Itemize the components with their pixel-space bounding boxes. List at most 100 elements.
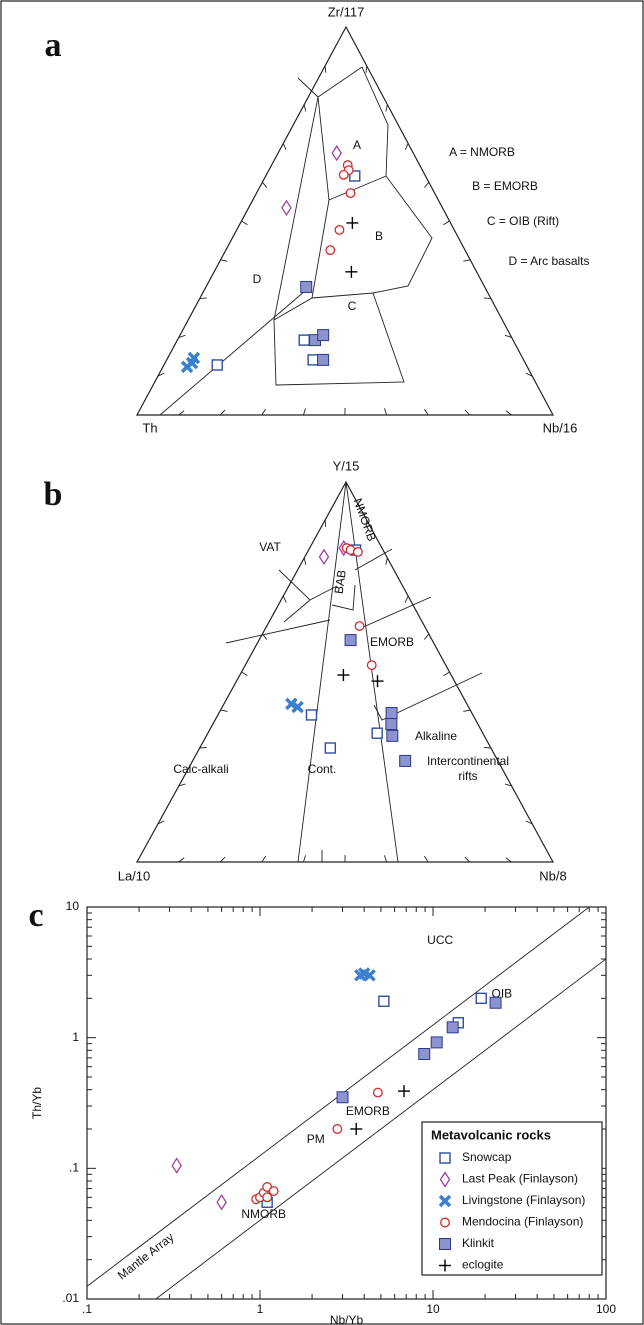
- square: [378, 995, 390, 1007]
- apex-label: Th: [142, 420, 157, 435]
- annotation: B = EMORB: [472, 179, 538, 193]
- x-tick-label: 1: [257, 1302, 264, 1316]
- marker-diamond: [439, 1171, 451, 1188]
- y-tick-label: .01: [62, 1291, 79, 1305]
- marker-diamond: [318, 548, 330, 566]
- edge-tick: [302, 855, 307, 863]
- edge-tick: [525, 820, 533, 825]
- legend-box: [421, 1121, 603, 1276]
- edge-tick: [157, 372, 165, 377]
- marker-x: [438, 1194, 452, 1208]
- field-label: Cont.: [308, 762, 337, 776]
- circle: [334, 224, 345, 235]
- field-label: A: [353, 138, 361, 152]
- edge-tick: [504, 783, 512, 787]
- marker-plus: [345, 265, 358, 278]
- square: [385, 718, 398, 731]
- circle: [325, 245, 336, 256]
- apex-label: La/10: [118, 868, 151, 883]
- marker-plus: [350, 1122, 363, 1135]
- field-label: BAB: [332, 569, 349, 595]
- field-label: B: [375, 229, 383, 243]
- marker-filled-square: [386, 729, 399, 742]
- legend-label: Klinkit: [462, 1236, 495, 1250]
- marker-plus: [337, 669, 350, 682]
- circle: [345, 188, 356, 199]
- marker-filled-square: [385, 718, 398, 731]
- mantle-array-line: [155, 958, 606, 1299]
- edge-tick: [199, 746, 207, 749]
- square: [399, 754, 412, 767]
- x-tick-label: 100: [596, 1302, 616, 1316]
- apex-label: Nb/16: [543, 420, 578, 435]
- edge-tick: [443, 671, 450, 677]
- marker-filled-square: [317, 329, 330, 342]
- marker-circle: [268, 1186, 279, 1197]
- square: [324, 742, 337, 754]
- field-boundaries-b: [225, 481, 483, 863]
- square: [300, 280, 313, 293]
- edge-tick: [220, 259, 228, 262]
- marker-filled-square: [489, 996, 502, 1009]
- marker-circle: [325, 245, 336, 256]
- diamond: [439, 1171, 451, 1188]
- edge-tick: [525, 372, 533, 377]
- annotation: D = Arc basalts: [508, 254, 589, 268]
- edge-tick: [505, 857, 512, 863]
- square: [439, 1238, 451, 1250]
- edge-tick: [483, 297, 491, 300]
- apex-label: Y/15: [333, 458, 360, 473]
- field-label: VAT: [259, 540, 281, 554]
- annotation: EMORB: [346, 1104, 390, 1118]
- edge-tick: [385, 104, 388, 112]
- circle: [352, 546, 363, 557]
- square: [317, 353, 330, 366]
- marker-plus: [371, 675, 384, 688]
- marker-x: [363, 969, 376, 982]
- edge-tick: [463, 259, 471, 262]
- circle: [372, 1087, 383, 1098]
- diamond: [216, 1194, 227, 1211]
- square: [305, 709, 318, 721]
- field-label: Intercontinental: [427, 754, 509, 768]
- square: [386, 729, 399, 742]
- marker-circle: [354, 621, 365, 631]
- edge-tick: [261, 855, 267, 863]
- circle: [440, 1217, 450, 1228]
- square: [430, 1036, 443, 1049]
- edge-tick: [365, 519, 368, 528]
- legend-title: Metavolcanic rocks: [431, 1127, 551, 1142]
- edge-tick: [303, 557, 307, 565]
- square: [344, 634, 357, 647]
- apex-label: Nb/8: [539, 868, 566, 883]
- marker-circle: [440, 1217, 450, 1228]
- panel-label: c: [28, 897, 43, 934]
- x-stroke: [438, 1194, 452, 1208]
- marker-filled-square: [344, 634, 357, 647]
- x-stroke: [363, 969, 376, 982]
- legend-label: eclogite: [462, 1258, 504, 1272]
- edge-tick: [504, 334, 512, 338]
- edge-tick: [365, 65, 368, 73]
- edge-tick: [505, 410, 512, 416]
- diamond: [281, 199, 292, 217]
- square: [475, 992, 487, 1005]
- edge-tick: [424, 181, 430, 188]
- edge-tick: [282, 143, 287, 150]
- marker-filled-square: [336, 1091, 349, 1104]
- x-stroke: [357, 967, 371, 980]
- edge-tick: [241, 220, 248, 226]
- field-label: D: [253, 272, 262, 286]
- edge-tick: [220, 709, 228, 712]
- panel-label: b: [44, 476, 63, 513]
- diamond: [171, 1157, 182, 1174]
- marker-open-square: [307, 354, 319, 366]
- field-label: C: [348, 299, 357, 313]
- marker-open-square: [211, 359, 223, 371]
- legend-label: Last Peak (Finlayson): [462, 1172, 578, 1186]
- edge-tick: [324, 65, 327, 73]
- diamond: [331, 144, 343, 162]
- edge-tick: [303, 104, 307, 112]
